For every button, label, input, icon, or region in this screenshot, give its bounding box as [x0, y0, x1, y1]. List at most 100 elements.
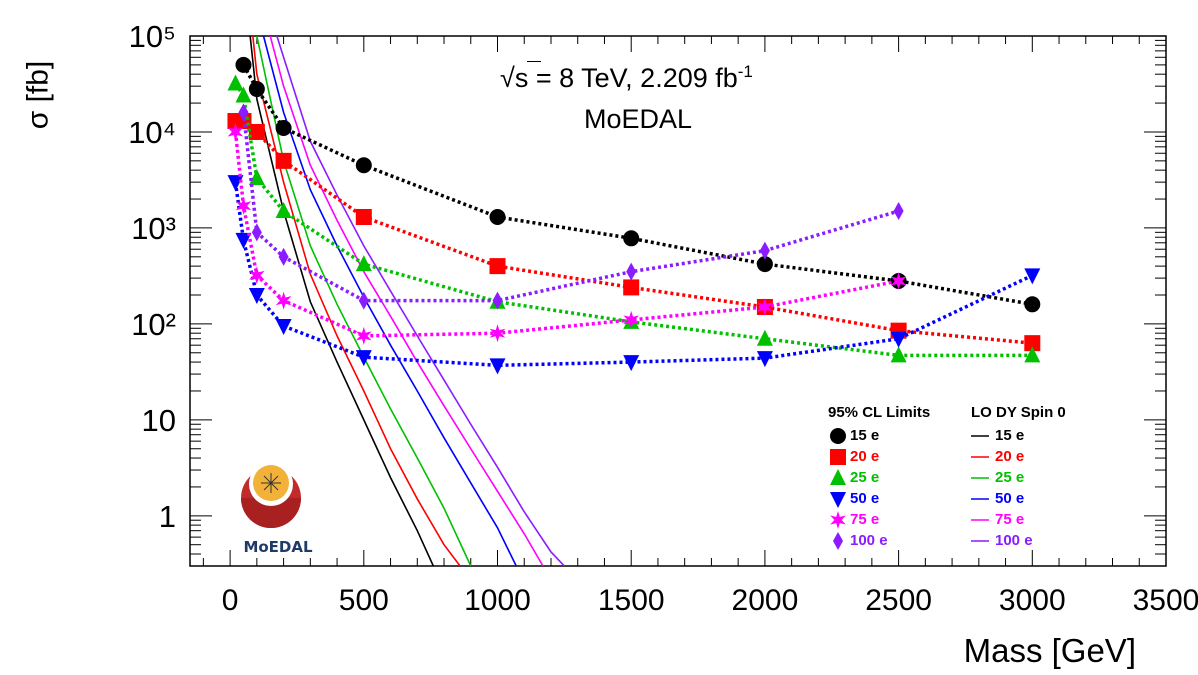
- limit-point-20e: [355, 208, 372, 225]
- theory-curve-15e: [249, 36, 435, 566]
- legend-theory-label-20e: 20 e: [995, 448, 1025, 465]
- limit-point-100e: [759, 241, 770, 260]
- limit-line-20e: [235, 119, 1033, 345]
- x-tick-label: 1500: [598, 584, 665, 617]
- limit-point-50e: [227, 175, 244, 192]
- legend-limit-label-75e: 75 e: [850, 511, 880, 528]
- energy-annotation: √s = 8 TeV, 2.209 fb-1: [500, 61, 753, 94]
- x-tick-label: 1000: [464, 584, 531, 617]
- limit-point-15e: [623, 230, 640, 247]
- legend-limit-label-50e: 50 e: [850, 490, 880, 507]
- limit-point-25e: [756, 329, 773, 346]
- x-tick-label: 2500: [865, 584, 932, 617]
- limit-line-25e: [234, 82, 1033, 358]
- limit-point-100e: [251, 223, 262, 242]
- limit-point-50e: [623, 355, 640, 372]
- limit-point-20e: [489, 258, 506, 275]
- plot-frame: [189, 35, 1167, 567]
- limit-point-75e: [275, 291, 292, 310]
- limit-point-25e: [275, 202, 292, 219]
- limit-line-100e: [241, 112, 900, 303]
- sqrt-symbol: √: [500, 63, 515, 93]
- limit-point-75e: [623, 310, 639, 329]
- limit-point-15e: [248, 81, 265, 98]
- limit-point-15e: [355, 157, 372, 174]
- theory-curve-20e: [252, 36, 461, 566]
- limit-point-100e: [278, 247, 289, 266]
- limit-point-100e: [238, 103, 249, 122]
- limit-point-75e: [235, 196, 252, 215]
- limit-point-50e: [235, 232, 252, 249]
- x-tick-label: 500: [339, 584, 389, 617]
- legend-marker-20e: [830, 449, 846, 465]
- limit-point-100e: [358, 291, 369, 310]
- limit-point-20e: [623, 279, 640, 296]
- y-tick-label: 10: [142, 403, 176, 438]
- y-tick-label: 10³: [131, 211, 176, 246]
- limit-point-50e: [756, 351, 773, 368]
- y-tick-label: 10⁵: [129, 19, 176, 54]
- limit-point-75e: [249, 266, 265, 285]
- limit-point-20e: [1024, 335, 1041, 352]
- theory-curve-75e: [269, 36, 544, 566]
- legend-limit-label-100e: 100 e: [850, 532, 888, 549]
- limit-point-20e: [275, 152, 292, 169]
- plot-area: [227, 36, 1041, 566]
- x-tick-label: 2000: [732, 584, 799, 617]
- limit-point-100e: [893, 202, 904, 221]
- legend-marker-100e: [833, 532, 843, 550]
- experiment-annotation: MoEDAL: [584, 104, 693, 134]
- limit-point-15e: [489, 208, 506, 225]
- y-axis-title: σ [fb]: [14, 60, 54, 130]
- limit-point-75e: [356, 326, 372, 345]
- limit-point-25e: [1024, 346, 1041, 363]
- y-axis-title-text: σ [fb]: [21, 60, 55, 130]
- y-tick-label: 10²: [131, 307, 176, 342]
- legend-theory-label-50e: 50 e: [995, 490, 1025, 507]
- x-tick-label: 0: [222, 584, 239, 617]
- moedal-logo-icon: [241, 462, 301, 528]
- legend-theory-label-100e: 100 e: [995, 532, 1033, 549]
- legend-theory-label-25e: 25 e: [995, 469, 1025, 486]
- y-tick-label: 1: [159, 499, 176, 534]
- legend-limit-label-25e: 25 e: [850, 469, 880, 486]
- limit-point-25e: [248, 169, 265, 186]
- lumi-exponent: -1: [737, 62, 753, 81]
- limit-point-20e: [248, 123, 265, 140]
- legend-marker-15e: [830, 428, 846, 444]
- legend-marker-25e: [830, 469, 846, 485]
- limit-point-25e: [355, 255, 372, 272]
- legend-limit-label-20e: 20 e: [850, 448, 880, 465]
- legend-limits-header: 95% CL Limits: [828, 404, 931, 421]
- legend-limit-label-15e: 15 e: [850, 427, 880, 444]
- x-axis-title: Mass [GeV]: [963, 632, 1136, 669]
- energy-text: = 8 TeV, 2.209 fb: [528, 63, 738, 93]
- x-tick-label: 3500: [1133, 584, 1198, 617]
- limit-point-50e: [355, 350, 372, 367]
- limit-line-50e: [233, 181, 1034, 368]
- moedal-logo: MoEDAL: [228, 462, 328, 562]
- limit-point-15e: [235, 56, 252, 73]
- limit-point-15e: [1024, 296, 1041, 313]
- limit-point-100e: [492, 291, 503, 310]
- y-tick-label: 10⁴: [128, 115, 176, 150]
- limit-point-50e: [248, 288, 265, 305]
- limit-point-75e: [227, 123, 244, 141]
- logo-text: MoEDAL: [243, 538, 313, 556]
- limit-point-50e: [890, 331, 907, 348]
- legend-marker-50e: [830, 492, 846, 508]
- limit-point-75e: [890, 272, 907, 290]
- legend-marker-75e: [830, 511, 846, 529]
- limit-point-75e: [489, 324, 506, 343]
- limit-line-75e: [233, 131, 899, 338]
- limit-point-25e: [227, 74, 244, 91]
- legend-theory-label-75e: 75 e: [995, 511, 1025, 528]
- limit-point-75e: [757, 298, 773, 316]
- limit-point-50e: [275, 319, 292, 336]
- limit-point-50e: [489, 358, 506, 375]
- limit-point-50e: [1024, 268, 1041, 285]
- legend-theory-header: LO DY Spin 0: [971, 404, 1066, 421]
- x-tick-label: 3000: [999, 584, 1066, 617]
- theory-curve-50e: [262, 36, 517, 566]
- legend-theory-label-15e: 15 e: [995, 427, 1025, 444]
